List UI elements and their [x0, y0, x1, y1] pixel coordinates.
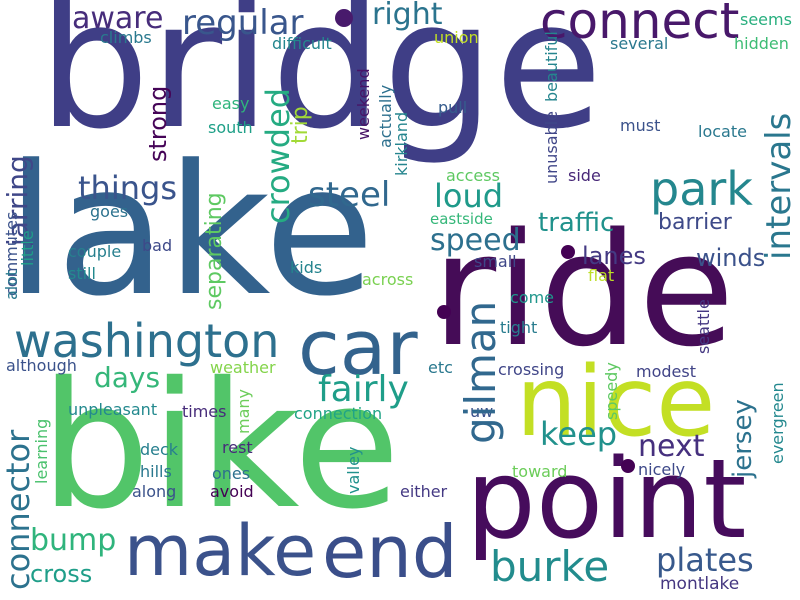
- word-toward: toward: [512, 462, 568, 481]
- word-bump: bump: [30, 523, 117, 558]
- word-regular: regular: [182, 3, 304, 43]
- word-nicely: nicely: [638, 460, 686, 479]
- word-locate: locate: [698, 122, 747, 141]
- word-pull: pull: [438, 98, 468, 117]
- word-ones: ones: [212, 464, 251, 483]
- word-south: south: [208, 118, 253, 137]
- word-end: end: [322, 510, 458, 594]
- word-nice: nice: [516, 346, 716, 458]
- word-lake: lake: [6, 127, 375, 336]
- dot-4: [621, 459, 635, 473]
- word-speed: speed: [430, 223, 521, 258]
- word-rest: rest: [222, 438, 253, 457]
- word-deck: deck: [140, 440, 179, 459]
- word-eastside: eastside: [430, 210, 493, 228]
- word-flat: flat: [588, 266, 615, 285]
- word-traffic: traffic: [538, 208, 615, 238]
- word-fairly: fairly: [318, 369, 409, 410]
- word-keep: keep: [540, 415, 618, 453]
- word-goes: goes: [90, 202, 129, 221]
- word-connect: connect: [540, 0, 740, 50]
- word-burke: burke: [490, 542, 610, 591]
- word-hidden: hidden: [734, 34, 789, 53]
- word-loud: loud: [434, 177, 504, 215]
- dot-2: [561, 245, 575, 259]
- word-couple: couple: [68, 242, 122, 261]
- word-make: make: [124, 510, 317, 592]
- word-park: park: [650, 162, 753, 216]
- word-bridge: bridge: [38, 0, 603, 168]
- word-still: still: [68, 264, 96, 283]
- word-uw: uw: [470, 402, 494, 421]
- word-lanes: lanes: [582, 242, 646, 270]
- word-connection: connection: [294, 404, 383, 423]
- dot-3: [437, 305, 451, 319]
- word-avoid: avoid: [210, 482, 254, 501]
- dot-1: [335, 9, 353, 27]
- word-although: although: [6, 356, 77, 375]
- word-times: times: [182, 402, 227, 421]
- word-bad: bad: [142, 236, 173, 255]
- word-next: next: [638, 429, 705, 464]
- word-barrier: barrier: [658, 210, 732, 235]
- word-easy: easy: [212, 94, 250, 113]
- word-winds: winds: [696, 244, 766, 272]
- word-unpleasant: unpleasant: [68, 400, 158, 419]
- word-car: car: [298, 303, 418, 392]
- word-washington: washington: [14, 314, 280, 368]
- word-seems: seems: [740, 10, 792, 29]
- word-crossing: crossing: [498, 360, 565, 379]
- word-across: across: [362, 270, 414, 289]
- word-days: days: [94, 361, 161, 394]
- word-modest: modest: [636, 362, 696, 381]
- word-hills: hills: [140, 462, 172, 481]
- word-etc: etc: [428, 358, 453, 377]
- word-tight: tight: [500, 318, 538, 337]
- word-either: either: [400, 482, 448, 501]
- word-plates: plates: [656, 541, 754, 579]
- word-side: side: [568, 166, 601, 185]
- word-small: small: [474, 252, 517, 271]
- word-come: come: [510, 288, 555, 307]
- word-montlake: montlake: [660, 574, 740, 594]
- word-several: several: [610, 34, 669, 53]
- word-bike: bike: [40, 345, 401, 548]
- word-access: access: [446, 166, 500, 185]
- word-cross: cross: [30, 560, 93, 588]
- word-climbs: climbs: [100, 28, 152, 47]
- word-along: along: [132, 482, 177, 501]
- word-steel: steel: [308, 175, 391, 215]
- word-point: point: [466, 435, 747, 563]
- word-things: things: [78, 169, 177, 207]
- word-must: must: [620, 116, 661, 135]
- word-weather: weather: [210, 358, 276, 377]
- word-difficult: difficult: [272, 34, 332, 53]
- word-right: right: [372, 0, 443, 32]
- word-union: union: [434, 28, 479, 47]
- word-aware: aware: [72, 1, 164, 36]
- word-kids: kids: [290, 258, 323, 277]
- word-ride: ride: [432, 199, 735, 381]
